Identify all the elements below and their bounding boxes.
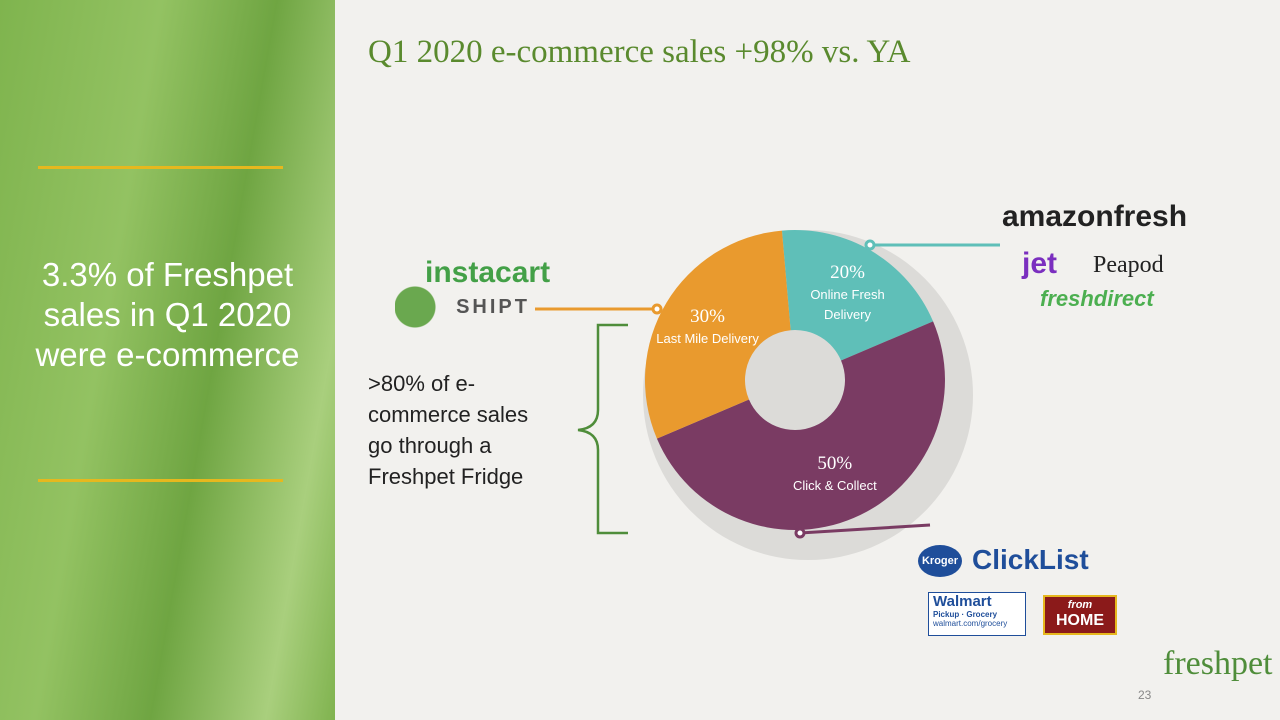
connector-dot [794, 527, 806, 539]
sidebar-text: 3.3% of Freshpet sales in Q1 2020 were e… [35, 256, 300, 373]
category-label: Last Mile Delivery [656, 331, 759, 347]
logo: Kroger [918, 545, 962, 577]
value-label: 30% [690, 306, 725, 328]
connector [799, 523, 931, 535]
value-label: 50% [817, 452, 853, 474]
chart-title: Q1 2020 e-commerce sales +98% vs. YA [368, 34, 911, 70]
logo: jet [1022, 247, 1058, 280]
slice-label: 20% Online Fresh Delivery [793, 261, 903, 325]
logo: ClickList [972, 544, 1089, 575]
slice-label: 50% Click & Collect [780, 452, 890, 496]
brace [577, 323, 628, 535]
category-label: Click & Collect [792, 477, 877, 493]
logo-text: walmart.com/grocery [933, 619, 1008, 628]
note: >80% of e-commerce sales go through a Fr… [368, 371, 529, 489]
donut-slice [656, 321, 945, 530]
category-label: Online Fresh Delivery [810, 286, 885, 322]
logo: instacart [425, 256, 551, 289]
brand-logo: freshpet [1163, 645, 1273, 682]
logo: amazonfresh [1002, 200, 1188, 233]
slice-label: 30% Last Mile Delivery [653, 305, 763, 349]
logo: freshdirect [1040, 286, 1154, 311]
donut-slice [645, 230, 791, 439]
logo: SHIPT [395, 285, 530, 330]
logo: Peapod [1093, 252, 1164, 278]
logo-text: HOME [1056, 612, 1104, 629]
donut-slice [781, 230, 934, 361]
logo: from HOME [1043, 595, 1117, 635]
value-label: 20% [830, 261, 865, 283]
connector-dot [864, 239, 876, 251]
logo: Walmart Pickup · Grocery walmart.com/gro… [928, 592, 1026, 636]
rule [38, 166, 283, 169]
rule [38, 479, 283, 482]
logo-text: Pickup · Grocery [933, 610, 998, 619]
page-number: 23 [1138, 688, 1152, 702]
connector-dot [651, 303, 663, 315]
logo-text: from [1067, 599, 1093, 611]
sidebar: 3.3% of Freshpet sales in Q1 2020 were e… [0, 0, 335, 720]
logo-text: Walmart [933, 593, 992, 610]
